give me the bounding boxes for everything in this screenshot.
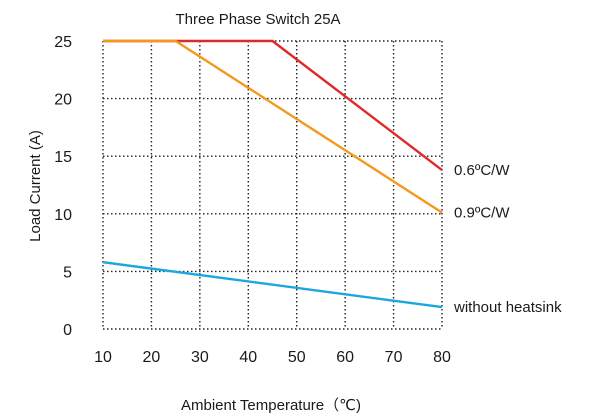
series-label-0: 0.6ºC/W (454, 162, 510, 179)
series-label-1: 0.9ºC/W (454, 205, 510, 222)
grid (102, 40, 443, 330)
y-tick-label-1: 5 (63, 264, 72, 281)
y-tick-label-5: 25 (54, 34, 72, 51)
x-tick-label-3: 40 (239, 349, 257, 366)
series-labels: 0.6ºC/W 0.9ºC/W without heatsink (453, 162, 562, 316)
chart-title: Three Phase Switch 25A (175, 11, 340, 28)
x-tick-label-1: 20 (143, 349, 161, 366)
y-tick-label-0: 0 (63, 322, 72, 339)
x-tick-label-4: 50 (288, 349, 306, 366)
series-line-0 (103, 39, 443, 171)
y-axis-label: Load Current (A) (27, 130, 44, 242)
series-lines (102, 39, 443, 309)
y-tick-label-3: 15 (54, 149, 72, 166)
x-tick-label-5: 60 (336, 349, 354, 366)
y-tick-label-4: 20 (54, 92, 72, 109)
x-tick-label-2: 30 (191, 349, 209, 366)
x-tick-label-0: 10 (94, 349, 112, 366)
x-tick-label-6: 70 (385, 349, 403, 366)
tick-labels: 10 20 30 40 50 60 70 80 0 5 10 15 20 25 (54, 34, 451, 366)
series-line-1 (103, 39, 443, 214)
x-tick-label-7: 80 (433, 349, 451, 366)
y-tick-label-2: 10 (54, 207, 72, 224)
series-label-2: without heatsink (453, 299, 562, 316)
x-axis-label: Ambient Temperature（℃) (181, 397, 361, 414)
series-line-2 (102, 260, 443, 309)
